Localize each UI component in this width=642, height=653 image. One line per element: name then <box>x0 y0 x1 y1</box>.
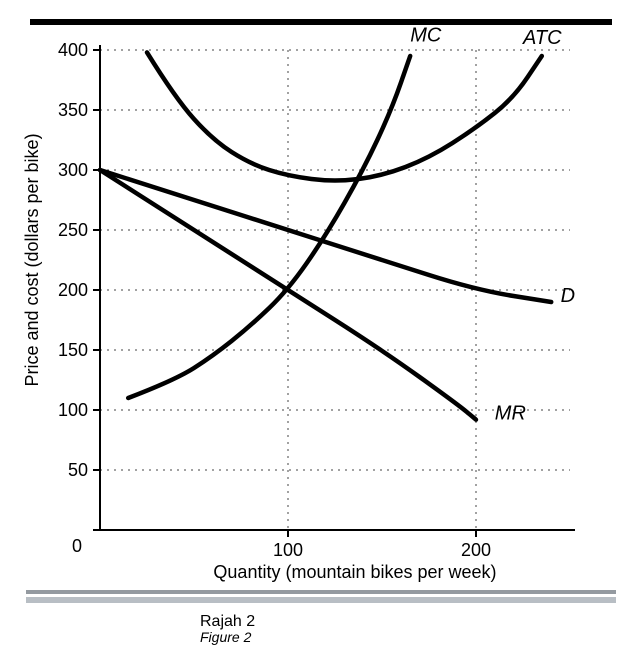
series-label-mc: MC <box>410 25 442 47</box>
y-axis-label: Price and cost (dollars per bike) <box>22 133 42 386</box>
y-tick-label: 50 <box>68 460 88 480</box>
x-tick-label: 100 <box>273 540 303 560</box>
series-label-d: D <box>561 285 575 307</box>
y-tick-label: 350 <box>58 100 88 120</box>
y-tick-label: 300 <box>58 160 88 180</box>
series-label-mr: MR <box>495 403 526 425</box>
x-axis-label: Quantity (mountain bikes per week) <box>213 562 496 582</box>
x-tick-label: 200 <box>461 540 491 560</box>
y-tick-label: 150 <box>58 340 88 360</box>
y-tick-label: 400 <box>58 40 88 60</box>
y-tick-label: 250 <box>58 220 88 240</box>
plot-background <box>0 0 642 653</box>
caption-line-1: Rajah 2 <box>200 613 255 630</box>
caption-line-2: Figure 2 <box>200 629 252 645</box>
y-tick-label: 100 <box>58 400 88 420</box>
series-label-atc: ATC <box>522 27 562 49</box>
y-tick-label: 200 <box>58 280 88 300</box>
y-tick-label: 0 <box>72 536 82 556</box>
